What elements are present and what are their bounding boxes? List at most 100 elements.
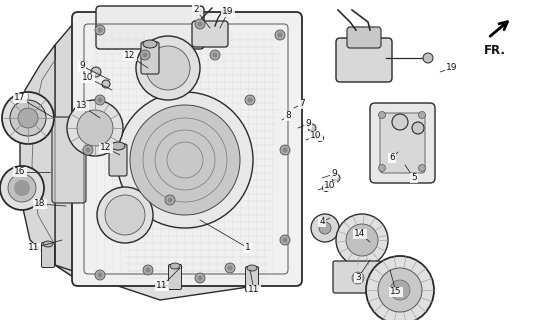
Circle shape xyxy=(165,195,175,205)
FancyBboxPatch shape xyxy=(109,144,127,176)
Circle shape xyxy=(136,36,200,100)
Circle shape xyxy=(378,268,422,312)
Circle shape xyxy=(197,21,203,27)
Text: 4: 4 xyxy=(319,218,325,227)
Circle shape xyxy=(245,95,255,105)
Circle shape xyxy=(95,25,105,35)
Text: 2: 2 xyxy=(193,5,199,14)
Circle shape xyxy=(97,187,153,243)
Circle shape xyxy=(378,111,386,118)
Text: 12: 12 xyxy=(101,143,112,153)
Text: 18: 18 xyxy=(34,199,46,209)
Ellipse shape xyxy=(143,40,157,48)
Text: 16: 16 xyxy=(14,167,26,177)
Ellipse shape xyxy=(43,241,53,247)
Circle shape xyxy=(378,164,386,172)
Circle shape xyxy=(392,114,408,130)
FancyBboxPatch shape xyxy=(192,21,228,47)
Text: 11: 11 xyxy=(248,285,260,294)
Text: 11: 11 xyxy=(156,282,168,291)
Circle shape xyxy=(195,273,205,283)
Circle shape xyxy=(195,19,205,29)
Circle shape xyxy=(336,214,388,266)
FancyBboxPatch shape xyxy=(246,267,258,292)
Text: 11: 11 xyxy=(28,244,40,252)
Circle shape xyxy=(418,111,425,118)
Circle shape xyxy=(102,80,110,88)
Circle shape xyxy=(412,122,424,134)
Circle shape xyxy=(248,98,253,102)
Circle shape xyxy=(323,185,330,191)
Circle shape xyxy=(418,164,425,172)
Text: 14: 14 xyxy=(354,229,366,238)
FancyBboxPatch shape xyxy=(42,243,55,268)
FancyBboxPatch shape xyxy=(370,103,435,183)
Circle shape xyxy=(117,92,253,228)
Circle shape xyxy=(317,134,324,141)
Polygon shape xyxy=(55,18,78,280)
Text: 5: 5 xyxy=(411,173,417,182)
Circle shape xyxy=(105,195,145,235)
Text: 8: 8 xyxy=(285,111,291,121)
Circle shape xyxy=(280,235,290,245)
Text: 13: 13 xyxy=(77,101,88,110)
Polygon shape xyxy=(55,265,296,300)
Text: 10: 10 xyxy=(324,181,336,190)
Circle shape xyxy=(77,110,113,146)
Circle shape xyxy=(275,30,285,40)
Circle shape xyxy=(423,53,433,63)
Circle shape xyxy=(8,174,36,202)
Circle shape xyxy=(14,180,30,196)
Circle shape xyxy=(2,92,54,144)
Circle shape xyxy=(97,98,103,102)
Ellipse shape xyxy=(111,142,125,150)
Circle shape xyxy=(282,148,287,153)
Text: 6: 6 xyxy=(389,154,395,163)
FancyBboxPatch shape xyxy=(141,42,159,74)
FancyBboxPatch shape xyxy=(96,6,204,49)
Circle shape xyxy=(140,50,150,60)
FancyBboxPatch shape xyxy=(52,117,86,203)
Circle shape xyxy=(95,270,105,280)
Circle shape xyxy=(67,100,123,156)
Circle shape xyxy=(278,33,282,37)
Circle shape xyxy=(167,197,172,203)
Polygon shape xyxy=(20,45,55,265)
Circle shape xyxy=(18,108,38,128)
Circle shape xyxy=(212,52,218,58)
FancyBboxPatch shape xyxy=(336,38,392,82)
FancyBboxPatch shape xyxy=(380,113,425,173)
Text: 3: 3 xyxy=(355,274,361,283)
Circle shape xyxy=(332,174,340,182)
Text: 1: 1 xyxy=(245,244,251,252)
Circle shape xyxy=(0,166,44,210)
Circle shape xyxy=(142,52,148,58)
Circle shape xyxy=(146,268,150,273)
Text: 19: 19 xyxy=(222,7,234,17)
Text: 9: 9 xyxy=(79,61,85,70)
Circle shape xyxy=(227,266,233,270)
Circle shape xyxy=(197,276,203,281)
Circle shape xyxy=(390,280,410,300)
Circle shape xyxy=(143,265,153,275)
Text: 19: 19 xyxy=(446,63,458,73)
Circle shape xyxy=(130,105,240,215)
Circle shape xyxy=(97,28,103,33)
Circle shape xyxy=(225,263,235,273)
Ellipse shape xyxy=(170,263,180,269)
FancyBboxPatch shape xyxy=(333,261,381,293)
Circle shape xyxy=(366,256,434,320)
Text: 9: 9 xyxy=(305,119,311,129)
Ellipse shape xyxy=(247,265,257,271)
Text: 9: 9 xyxy=(331,170,337,179)
Text: 7: 7 xyxy=(299,100,305,108)
Circle shape xyxy=(146,46,190,90)
Circle shape xyxy=(83,145,93,155)
Circle shape xyxy=(91,67,101,77)
FancyBboxPatch shape xyxy=(347,27,381,48)
Text: 12: 12 xyxy=(124,52,136,60)
Circle shape xyxy=(86,148,90,153)
Text: 10: 10 xyxy=(310,132,322,140)
Circle shape xyxy=(10,100,46,136)
Circle shape xyxy=(95,95,105,105)
